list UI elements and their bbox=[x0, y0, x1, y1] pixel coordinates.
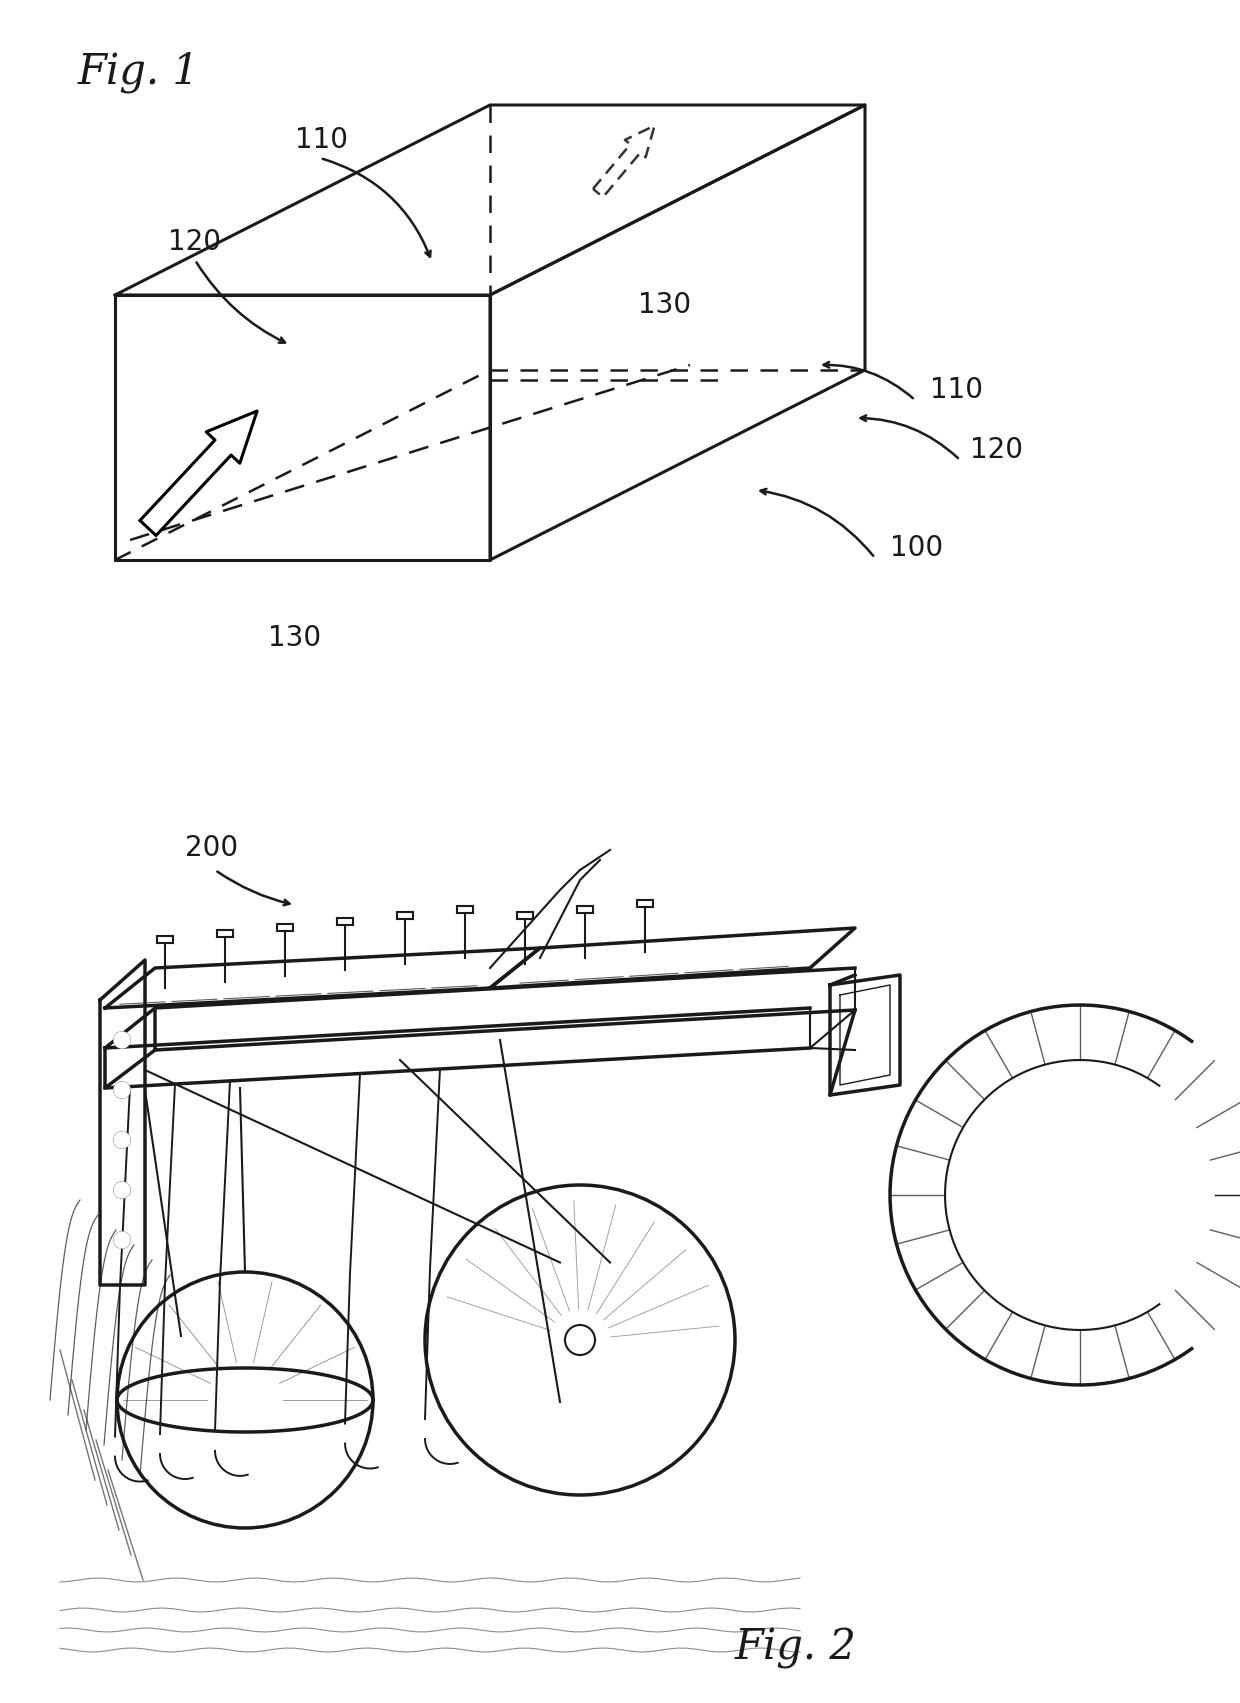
Text: 100: 100 bbox=[890, 535, 944, 562]
Text: 130: 130 bbox=[268, 623, 321, 652]
Text: Fig. 1: Fig. 1 bbox=[78, 51, 200, 94]
Text: 110: 110 bbox=[295, 126, 348, 153]
Polygon shape bbox=[593, 126, 655, 198]
Text: 130: 130 bbox=[639, 291, 691, 318]
Text: 120: 120 bbox=[970, 436, 1023, 463]
Text: 200: 200 bbox=[185, 834, 238, 862]
Circle shape bbox=[114, 1231, 130, 1248]
Circle shape bbox=[114, 1132, 130, 1148]
Polygon shape bbox=[140, 410, 257, 535]
Circle shape bbox=[114, 1081, 130, 1098]
Circle shape bbox=[114, 1182, 130, 1197]
Text: 110: 110 bbox=[930, 376, 983, 404]
Circle shape bbox=[114, 1032, 130, 1047]
Text: Fig. 2: Fig. 2 bbox=[735, 1626, 857, 1669]
Text: 120: 120 bbox=[167, 228, 221, 255]
